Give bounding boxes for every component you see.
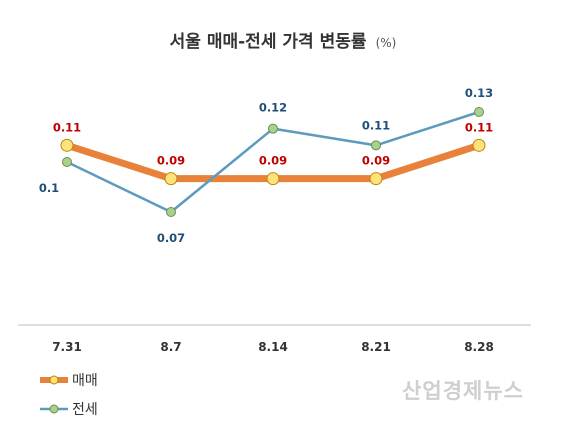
x-tick-label: 8.28 (464, 340, 494, 354)
data-label-maemae: 0.11 (465, 120, 493, 134)
chart-title: 서울 매매-전세 가격 변동률 (%) (170, 32, 397, 52)
data-point-maemae (369, 172, 383, 186)
data-label-maemae: 0.09 (259, 154, 287, 168)
data-point-maemae (266, 172, 280, 186)
legend-item-jeonse: 전세 (40, 402, 98, 418)
data-label-jeonse: 0.12 (259, 101, 287, 115)
data-label-maemae: 0.11 (53, 120, 81, 134)
legend-marker-jeonse (49, 404, 59, 414)
legend-label-jeonse: 전세 (72, 402, 98, 418)
x-tick-label: 8.14 (258, 340, 288, 354)
legend-item-maemae: 매매 (40, 373, 98, 389)
x-axis-ticks: 7.31 8.7 8.14 8.21 8.28 (52, 340, 494, 354)
data-labels: 0.11 0.09 0.09 0.09 0.11 0.1 0.07 0.12 0.11 0.13 (39, 86, 493, 245)
data-label-jeonse: 0.11 (362, 118, 390, 132)
chart-title-main: 서울 매매-전세 가격 변동률 (170, 32, 367, 52)
data-label-jeonse: 0.1 (39, 181, 59, 195)
watermark-text: 산업경제뉴스 (402, 379, 524, 403)
data-point-jeonse (268, 123, 278, 134)
x-tick-label: 7.31 (52, 340, 82, 354)
legend-marker-maemae (49, 375, 59, 385)
legend: 매매 전세 (40, 373, 98, 418)
data-label-jeonse: 0.07 (157, 231, 185, 245)
data-label-maemae: 0.09 (157, 154, 185, 168)
data-point-jeonse (62, 157, 72, 167)
series-layer (60, 107, 486, 217)
data-point-maemae (60, 138, 74, 152)
chart-title-unit: (%) (376, 36, 397, 50)
data-point-maemae (164, 172, 178, 186)
data-point-jeonse (166, 207, 176, 217)
data-label-jeonse: 0.13 (465, 86, 493, 100)
legend-label-maemae: 매매 (72, 373, 98, 389)
data-point-jeonse (474, 107, 484, 117)
data-point-maemae (472, 138, 486, 152)
data-point-jeonse (371, 140, 381, 151)
data-label-maemae: 0.09 (362, 154, 390, 168)
x-tick-label: 8.7 (160, 340, 181, 354)
x-tick-label: 8.21 (361, 340, 391, 354)
